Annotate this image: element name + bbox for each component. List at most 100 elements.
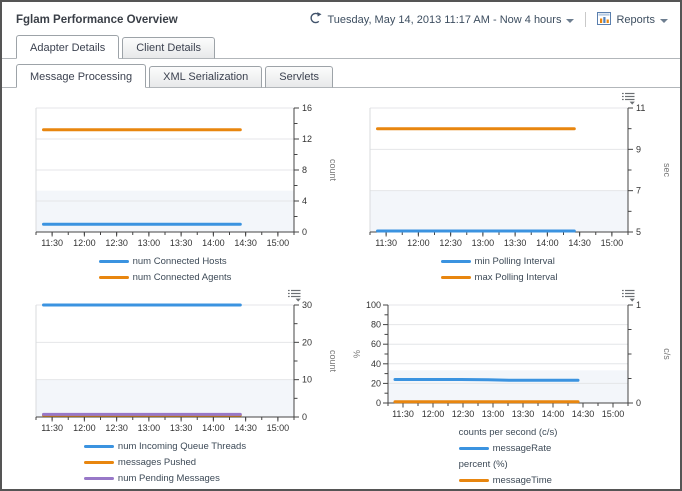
legend-item: num Connected Hosts — [98, 253, 232, 269]
svg-text:12:30: 12:30 — [105, 238, 128, 248]
chart-queue-threads-messages: 11:30 12:00 12:30 13:00 13:30 14:00 14:30 15:00… — [14, 289, 340, 488]
svg-text:80: 80 — [371, 320, 381, 330]
reports-menu[interactable]: Reports — [597, 11, 668, 28]
legend-swatch-blue — [458, 446, 489, 450]
chart-options-icon[interactable] — [621, 289, 636, 303]
chart-options-icon[interactable] — [287, 289, 302, 303]
legend-item: messages Pushed — [83, 454, 246, 470]
legend-item: num Connected Agents — [98, 269, 232, 285]
svg-text:14:30: 14:30 — [234, 423, 257, 433]
tab-servlets[interactable]: Servlets — [265, 66, 334, 88]
svg-text:14:30: 14:30 — [568, 238, 591, 248]
tabstrip-level2: Message Processing XML Serialization Ser… — [2, 64, 680, 88]
svg-text:0: 0 — [302, 227, 307, 237]
page-title: Fglam Performance Overview — [16, 13, 178, 26]
chart-legend: num Incoming Queue Threads messages Pushe… — [36, 438, 294, 486]
legend-swatch-blue — [440, 259, 471, 263]
legend-swatch-orange — [440, 275, 471, 279]
svg-text:15:00: 15:00 — [267, 238, 290, 248]
legend-label: messages Pushed — [117, 456, 197, 468]
legend-item: num Pending Messages — [83, 470, 246, 486]
line-chart-plot: 11:30 12:00 12:30 13:00 13:30 14:00 14:30 15:00… — [352, 301, 672, 419]
chart-legend: min Polling Interval max Polling Interval — [370, 253, 628, 285]
svg-text:13:00: 13:00 — [472, 238, 495, 248]
svg-text:14:30: 14:30 — [234, 238, 257, 248]
svg-text:13:00: 13:00 — [138, 423, 161, 433]
svg-text:16: 16 — [302, 104, 312, 113]
svg-text:0: 0 — [636, 398, 641, 408]
svg-text:14:00: 14:00 — [202, 423, 225, 433]
svg-text:1: 1 — [636, 301, 641, 310]
charts-grid: 11:30 12:00 12:30 13:00 13:30 14:00 14:30 15:00… — [14, 92, 680, 488]
svg-text:12: 12 — [302, 134, 312, 144]
legend-block: num Connected Hosts num Connected Agents — [98, 253, 232, 285]
svg-text:11: 11 — [636, 104, 645, 113]
legend-swatch-purple — [83, 476, 114, 480]
timerange-label: Tuesday, May 14, 2013 11:17 AM - Now 4 h… — [327, 13, 562, 26]
svg-text:12:00: 12:00 — [407, 238, 430, 248]
svg-text:10: 10 — [302, 375, 312, 385]
legend-swatch-orange — [83, 460, 114, 464]
legend-label: num Pending Messages — [117, 472, 220, 484]
legend-item: messageRate — [458, 440, 558, 456]
legend-label: max Polling Interval — [474, 271, 558, 283]
svg-text:12:00: 12:00 — [73, 423, 96, 433]
legend-label: num Incoming Queue Threads — [117, 440, 247, 452]
legend-item: max Polling Interval — [440, 269, 558, 285]
timerange-icon — [308, 11, 322, 28]
svg-text:14:00: 14:00 — [542, 409, 565, 419]
line-chart-plot: 11:30 12:00 12:30 13:00 13:30 14:00 14:30 15:00… — [35, 301, 338, 433]
reports-icon — [597, 11, 612, 28]
header-bar: Fglam Performance Overview Tuesday, May … — [2, 2, 680, 30]
svg-text:60: 60 — [371, 339, 381, 349]
legend-swatch-blue — [98, 259, 129, 263]
svg-text:12:30: 12:30 — [105, 423, 128, 433]
line-chart-plot: 11:30 12:00 12:30 13:00 13:30 14:00 14:30 15:00… — [369, 104, 672, 248]
chevron-down-icon — [566, 18, 575, 23]
legend-label: messageTime — [492, 474, 552, 486]
chart-options-icon[interactable] — [621, 92, 636, 106]
svg-text:11:30: 11:30 — [375, 238, 397, 248]
svg-text:c/s: c/s — [662, 348, 672, 360]
svg-text:11:30: 11:30 — [41, 238, 63, 248]
svg-text:4: 4 — [302, 196, 307, 206]
legend-item: messageTime — [458, 472, 558, 488]
legend-label: num Connected Agents — [132, 271, 232, 283]
svg-text:13:00: 13:00 — [482, 409, 505, 419]
svg-text:13:30: 13:30 — [504, 238, 527, 248]
chart-legend: counts per second (c/s) messageRate percen… — [388, 424, 628, 488]
legend-item: num Incoming Queue Threads — [83, 438, 247, 454]
tab-adapter-details[interactable]: Adapter Details — [16, 35, 120, 59]
header-controls: Tuesday, May 14, 2013 11:17 AM - Now 4 h… — [308, 11, 668, 28]
svg-text:12:30: 12:30 — [452, 409, 475, 419]
chart-connected-hosts-agents: 11:30 12:00 12:30 13:00 13:30 14:00 14:30 15:00… — [14, 94, 340, 285]
legend-swatch-blue — [83, 444, 114, 448]
tabstrip-level1: Adapter Details Client Details — [2, 35, 680, 59]
svg-text:12:00: 12:00 — [422, 409, 445, 419]
svg-text:13:30: 13:30 — [170, 423, 193, 433]
legend-block: num Incoming Queue Threads messages Pushe… — [83, 438, 247, 486]
svg-text:0: 0 — [302, 412, 307, 422]
legend-swatch-orange — [458, 478, 489, 482]
svg-text:100: 100 — [366, 301, 381, 310]
legend-label: num Connected Hosts — [132, 255, 227, 267]
svg-text:7: 7 — [636, 186, 641, 196]
svg-text:5: 5 — [636, 227, 641, 237]
line-chart-plot: 11:30 12:00 12:30 13:00 13:30 14:00 14:30 15:00… — [35, 104, 338, 248]
svg-text:sec: sec — [662, 163, 672, 178]
legend-swatch-orange — [98, 275, 129, 279]
svg-text:count: count — [328, 159, 338, 182]
legend-block: counts per second (c/s) messageRate percen… — [458, 424, 558, 488]
tab-client-details[interactable]: Client Details — [122, 37, 216, 59]
tab-message-processing[interactable]: Message Processing — [16, 64, 147, 88]
legend-group-heading: percent (%) — [458, 458, 508, 470]
svg-text:13:30: 13:30 — [512, 409, 535, 419]
svg-text:14:00: 14:00 — [202, 238, 225, 248]
legend-label: messageRate — [492, 442, 552, 454]
svg-text:12:00: 12:00 — [73, 238, 96, 248]
svg-text:15:00: 15:00 — [601, 238, 624, 248]
timerange-selector[interactable]: Tuesday, May 14, 2013 11:17 AM - Now 4 h… — [308, 11, 575, 28]
tab-xml-serialization[interactable]: XML Serialization — [149, 66, 263, 88]
legend-block: min Polling Interval max Polling Interval — [440, 253, 558, 285]
